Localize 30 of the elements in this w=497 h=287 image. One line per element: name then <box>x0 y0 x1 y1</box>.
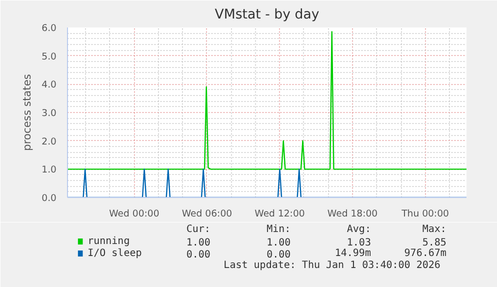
legend-label: I/O sleep <box>88 248 142 259</box>
text: 1.00 <box>266 238 291 248</box>
y-tick-label: 4.0 <box>42 80 57 91</box>
text: 0.00 <box>266 250 291 260</box>
y-tick-label: 3.0 <box>42 108 57 119</box>
text: Max: <box>422 224 446 235</box>
text: Min: <box>266 224 291 235</box>
x-tick-label: Wed 18:00 <box>327 208 378 220</box>
text: 1.00 <box>186 238 210 248</box>
y-axis-title: process states <box>20 74 34 151</box>
line-series <box>68 31 466 170</box>
y-tick-label: 6.0 <box>42 23 57 34</box>
chart-title: VMstat - by day <box>214 8 320 22</box>
text: Cur: <box>186 224 210 235</box>
x-tick-label: Wed 12:00 <box>254 208 305 220</box>
text: 14.99m <box>334 248 371 259</box>
text: 5.85 <box>422 238 446 248</box>
text: Avg: <box>346 224 371 235</box>
x-tick-label: Wed 00:00 <box>109 208 160 220</box>
text: 1.03 <box>346 238 371 248</box>
y-tick-label: 5.0 <box>42 51 57 62</box>
x-tick-label: Wed 06:00 <box>182 208 232 220</box>
legend-label: running <box>88 236 130 247</box>
x-tick-label: Thu 00:00 <box>400 208 450 220</box>
y-tick-label: 2.0 <box>42 136 57 148</box>
text: 0.00 <box>186 250 210 260</box>
y-tick-label: 1.0 <box>42 164 57 176</box>
y-tick-label: 0.0 <box>42 193 57 204</box>
text: 976.67m <box>404 248 446 259</box>
text: Last update: Thu Jan 1 03:40:00 2026 <box>224 260 440 271</box>
